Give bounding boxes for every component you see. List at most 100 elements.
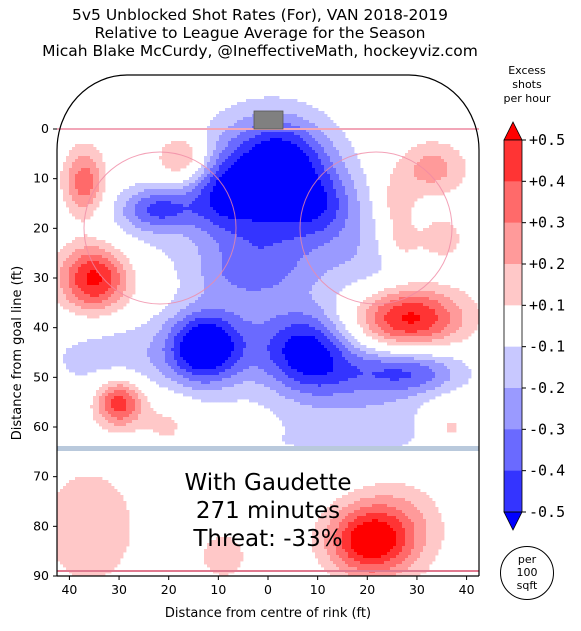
heat-cell [234, 144, 238, 148]
heat-cell [240, 195, 244, 199]
heat-cell [234, 183, 238, 187]
heat-cell [339, 216, 343, 220]
heat-cell [264, 240, 268, 244]
heat-cell [147, 234, 151, 238]
heat-cell [276, 177, 280, 181]
heat-cell [288, 195, 292, 199]
heat-cell [363, 174, 367, 178]
heat-cell [429, 243, 433, 247]
heat-cell [240, 249, 244, 253]
heat-cell [441, 174, 445, 178]
heat-cell [255, 180, 259, 184]
heat-cell [315, 261, 319, 265]
heat-cell [129, 198, 133, 202]
heat-cell [216, 264, 220, 268]
heat-cell [174, 186, 178, 190]
heat-cell [348, 162, 352, 166]
heat-cell [255, 213, 259, 217]
heat-cell [417, 156, 421, 160]
heat-cell [150, 237, 154, 241]
heat-cell [192, 204, 196, 208]
heat-cell [333, 183, 337, 187]
heat-cell [234, 105, 238, 109]
heat-cell [240, 132, 244, 136]
heat-cell [333, 159, 337, 163]
heat-cell [291, 135, 295, 139]
heat-cell [348, 168, 352, 172]
heat-cell [273, 180, 277, 184]
heat-cell [180, 219, 184, 223]
heat-cell [354, 219, 358, 223]
heat-cell [195, 225, 199, 229]
heat-cell [309, 141, 313, 145]
heat-cell [96, 255, 100, 259]
heat-cell [201, 177, 205, 181]
heat-cell [366, 213, 370, 217]
heat-cell [402, 165, 406, 169]
heat-cell [111, 258, 115, 262]
heat-cell [348, 165, 352, 169]
heat-cell [249, 192, 253, 196]
heat-cell [246, 195, 250, 199]
heat-cell [258, 189, 262, 193]
heat-cell [207, 126, 211, 130]
heat-cell [429, 225, 433, 229]
heat-cell [297, 237, 301, 241]
heat-cell [78, 171, 82, 175]
heat-cell [300, 222, 304, 226]
heat-cell [225, 231, 229, 235]
heat-cell [396, 162, 400, 166]
heat-cell [315, 123, 319, 127]
heat-cell [345, 246, 349, 250]
heat-cell [228, 186, 232, 190]
heat-cell [258, 183, 262, 187]
heat-cell [120, 204, 124, 208]
heat-cell [129, 219, 133, 223]
heat-cell [360, 222, 364, 226]
heat-cell [120, 264, 124, 268]
heat-cell [216, 165, 220, 169]
heat-cell [444, 231, 448, 235]
heat-cell [291, 258, 295, 262]
heat-cell [267, 174, 271, 178]
heat-cell [303, 237, 307, 241]
heat-cell [255, 165, 259, 169]
heat-cell [249, 201, 253, 205]
heat-cell [345, 189, 349, 193]
heat-cell [342, 219, 346, 223]
heat-cell [318, 243, 322, 247]
heat-cell [84, 234, 88, 238]
heat-cell [165, 246, 169, 250]
heat-cell [213, 246, 217, 250]
heat-cell [294, 273, 298, 277]
heat-cell [207, 261, 211, 265]
heat-cell [276, 219, 280, 223]
heat-cell [141, 183, 145, 187]
heat-cell [180, 261, 184, 265]
heat-cell [291, 111, 295, 115]
heat-cell [168, 144, 172, 148]
heat-cell [258, 192, 262, 196]
heat-cell [273, 240, 277, 244]
heat-cell [162, 231, 166, 235]
heat-cell [243, 132, 247, 136]
heat-cell [261, 168, 265, 172]
heat-cell [318, 192, 322, 196]
heat-cell [177, 195, 181, 199]
heat-cell [183, 270, 187, 274]
heat-cell [243, 267, 247, 271]
heat-cell [177, 231, 181, 235]
heat-cell [291, 261, 295, 265]
heat-cell [285, 255, 289, 259]
heat-cell [78, 246, 82, 250]
heat-cell [204, 246, 208, 250]
heat-cell [228, 114, 232, 118]
heat-cell [165, 144, 169, 148]
heat-cell [336, 186, 340, 190]
heat-cell [225, 228, 229, 232]
heat-cell [426, 159, 430, 163]
heat-cell [447, 228, 451, 232]
heat-cell [399, 198, 403, 202]
heat-cell [66, 174, 70, 178]
heat-cell [366, 246, 370, 250]
